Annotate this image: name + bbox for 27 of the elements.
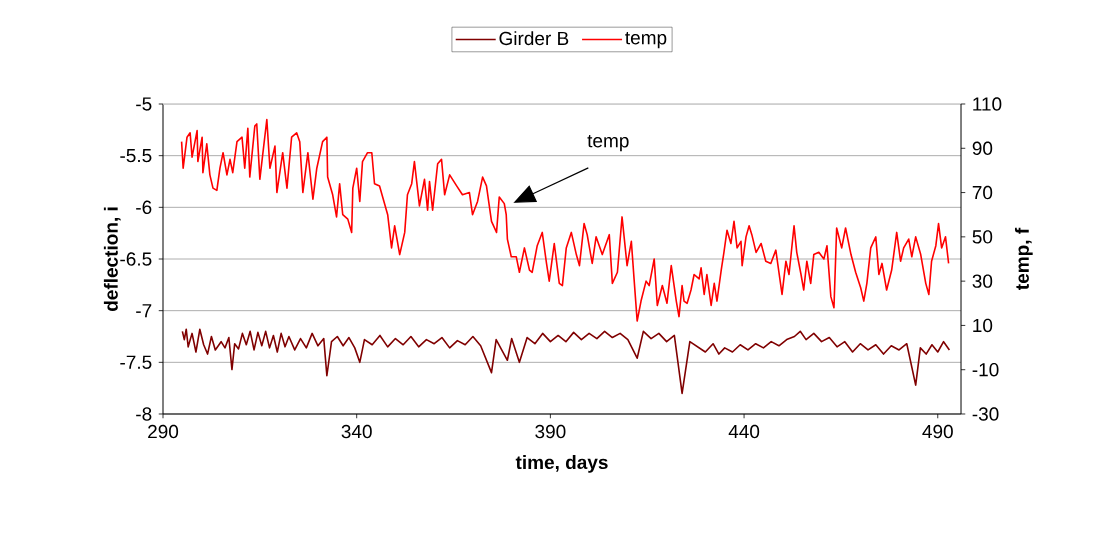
legend-label: Girder B <box>499 31 569 46</box>
x-tick-label: 340 <box>341 424 372 439</box>
y-tick-label: -5.5 <box>120 149 152 163</box>
x-axis-title: time, days <box>515 455 608 473</box>
annotation: temp <box>587 134 629 152</box>
y2-tick-label: 10 <box>973 318 993 333</box>
y2-tick-label: 70 <box>972 185 993 200</box>
y2-tick-label: -10 <box>972 362 999 377</box>
y-tick-label: -7 <box>136 304 152 318</box>
y-tick-label: -6 <box>136 200 152 215</box>
y2-tick-label: 30 <box>972 274 993 288</box>
x-tick-label: 440 <box>728 424 760 439</box>
legend-label: temp <box>625 31 667 49</box>
y-tick-label: -7.5 <box>120 355 152 369</box>
y2-tick-label: -30 <box>972 407 999 421</box>
y-axis-title: deflection, i <box>103 207 121 311</box>
y-tick-label: -8 <box>136 407 152 421</box>
x-tick-label: 490 <box>922 424 953 439</box>
y2-tick-label: 50 <box>972 230 993 244</box>
y2-tick-label: 90 <box>972 141 993 156</box>
line-series <box>180 118 950 322</box>
y-tick-label: -6.5 <box>120 252 152 266</box>
x-tick-label: 290 <box>148 424 179 439</box>
x-tick-label: 390 <box>535 424 566 439</box>
y2-tick-label: 110 <box>973 97 1002 111</box>
y2-axis-title: temp, f <box>1014 227 1033 290</box>
y-tick-label: -5 <box>136 97 152 111</box>
